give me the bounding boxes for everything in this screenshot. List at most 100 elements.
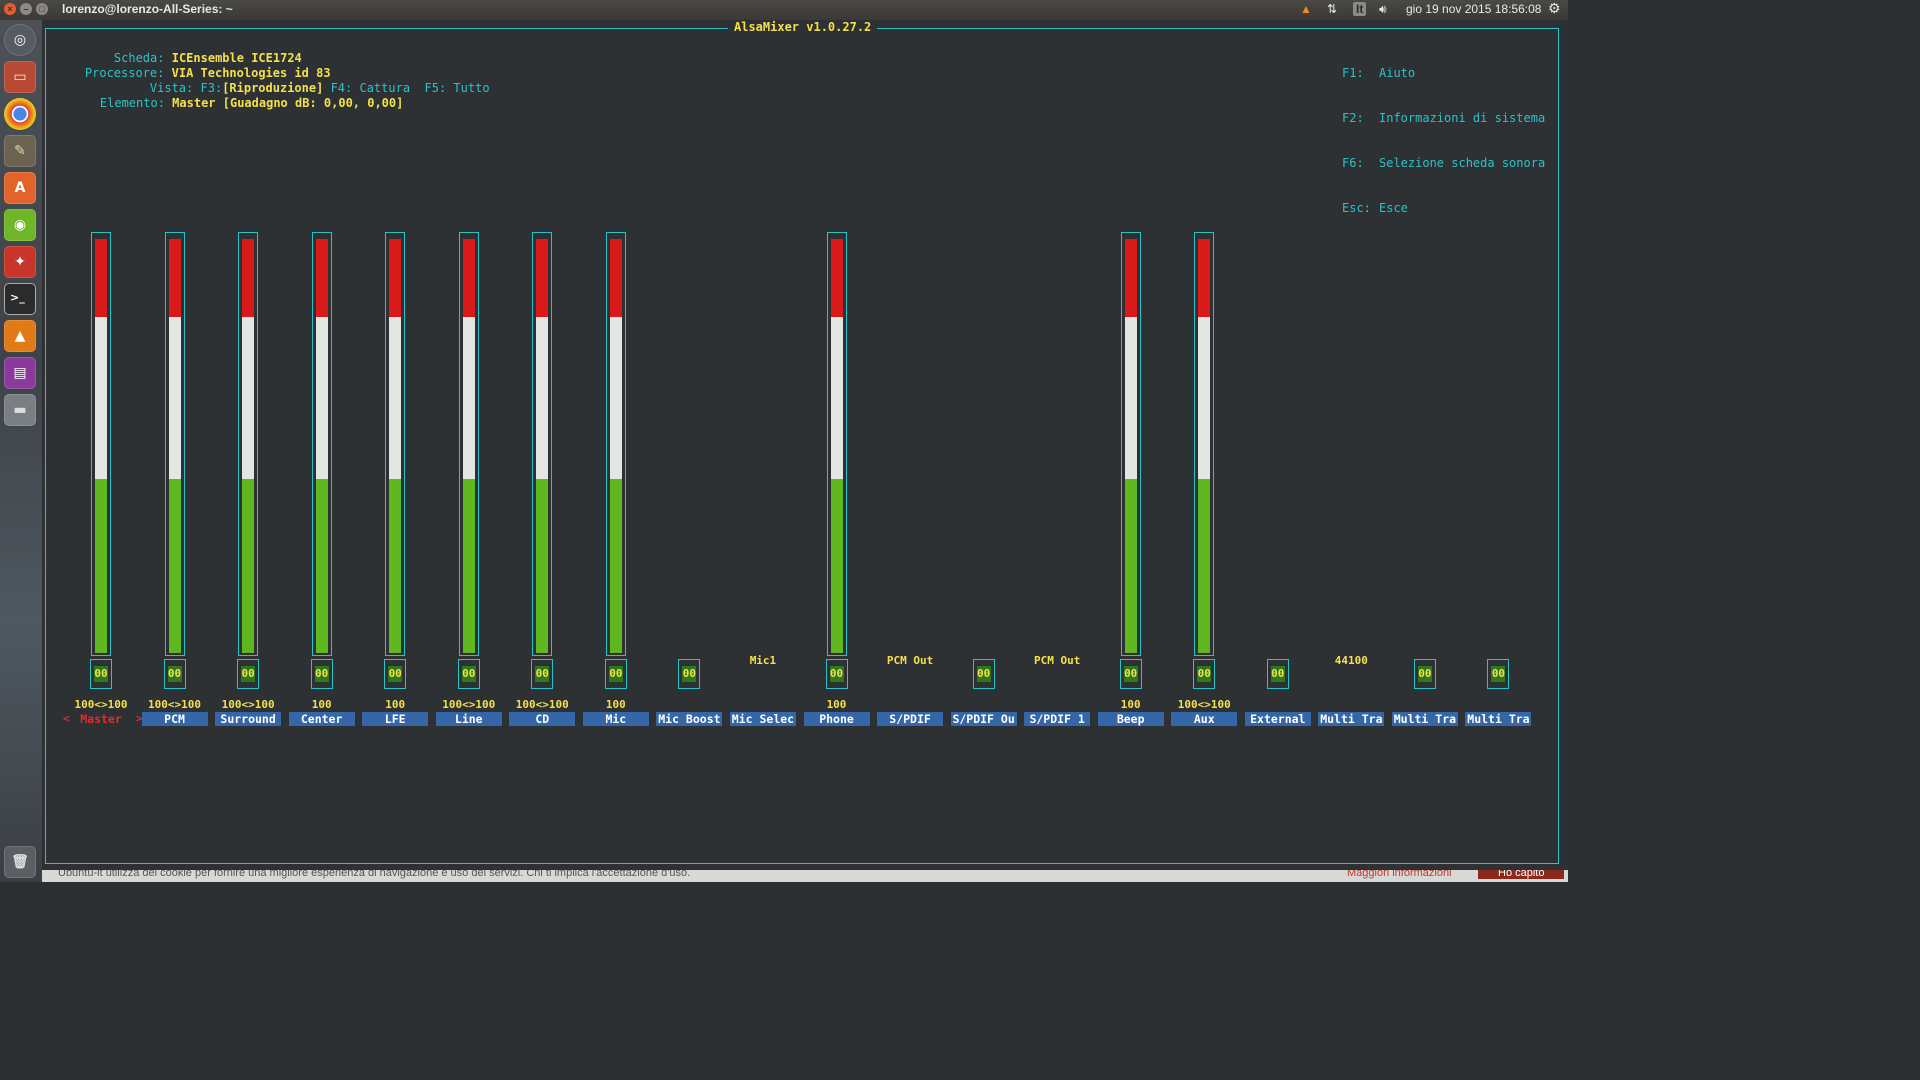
close-window-button[interactable]: × — [4, 3, 16, 15]
chrome-icon[interactable] — [4, 98, 36, 130]
mute-toggle[interactable]: 00 — [531, 659, 554, 689]
channel-name[interactable]: Beep — [1097, 712, 1164, 726]
trash-icon[interactable]: 🗑︎ — [4, 846, 36, 878]
channel-name[interactable]: External — [1244, 712, 1311, 726]
volume-fader[interactable] — [458, 232, 479, 656]
channel-name[interactable]: Center — [288, 712, 355, 726]
volume-fader[interactable] — [164, 232, 185, 656]
help-item: F2: Informazioni di sistema — [1342, 111, 1546, 125]
mute-toggle[interactable]: 00 — [1119, 659, 1142, 689]
channel-name[interactable]: Line — [435, 712, 502, 726]
volume-fader[interactable] — [1120, 232, 1141, 656]
mute-toggle[interactable]: 00 — [972, 659, 995, 689]
enum-value[interactable]: PCM Out — [1033, 654, 1081, 667]
channel-name[interactable]: CD — [509, 712, 576, 726]
channel-name[interactable]: S/PDIF 1 — [1024, 712, 1091, 726]
files-icon[interactable]: ▭ — [4, 61, 36, 93]
enum-value[interactable]: 44100 — [1334, 654, 1368, 667]
volume-fader[interactable] — [238, 232, 259, 656]
enum-value[interactable]: PCM Out — [886, 654, 934, 667]
mute-state: 00 — [314, 666, 329, 682]
volume-fader[interactable] — [605, 232, 626, 656]
volume-fader[interactable] — [532, 232, 553, 656]
mute-toggle[interactable]: 00 — [384, 659, 407, 689]
mute-toggle[interactable]: 00 — [90, 659, 112, 689]
vlc-tray-icon[interactable]: ▲ — [1300, 2, 1312, 16]
minimize-window-button[interactable]: – — [20, 3, 32, 15]
channel-name[interactable]: S/PDIF — [877, 712, 944, 726]
dash-icon[interactable]: ◎ — [4, 24, 36, 56]
chip-value: VIA Technologies id 83 — [171, 66, 331, 80]
volume-icon[interactable]: 🔊︎ — [1379, 2, 1387, 16]
mute-toggle[interactable]: 00 — [1193, 659, 1216, 689]
channel-name[interactable]: Multi Tra — [1391, 712, 1458, 726]
view-capture[interactable]: F4: Cattura — [330, 81, 411, 95]
maximize-window-button[interactable]: □ — [36, 3, 48, 15]
app-title: AlsaMixer v1.0.27.2 — [728, 20, 878, 34]
channel-name[interactable]: LFE — [362, 712, 429, 726]
gear-icon[interactable]: ⚙ — [1548, 0, 1561, 16]
mute-toggle[interactable]: 00 — [310, 659, 333, 689]
enum-value[interactable]: Mic1 — [749, 654, 777, 667]
mute-toggle[interactable]: 00 — [825, 659, 848, 689]
drive-icon[interactable]: ▬ — [4, 394, 36, 426]
keyboard-layout-indicator[interactable]: It — [1353, 2, 1367, 16]
volume-value: 100<>100 — [1177, 698, 1231, 711]
channel-name[interactable]: PCM — [141, 712, 208, 726]
volume-meter-fill — [242, 239, 255, 653]
volume-value: 100<>100 — [74, 698, 128, 711]
mute-toggle[interactable]: 00 — [237, 659, 260, 689]
top-panel: × – □ lorenzo@lorenzo-All-Series: ~ ▲ ⇅ … — [0, 0, 1568, 20]
more-info-link[interactable]: Maggiori informazioni — [1347, 870, 1452, 879]
mute-toggle[interactable]: 00 — [1487, 659, 1510, 689]
channel-name[interactable]: S/PDIF Ou — [950, 712, 1017, 726]
system-settings-icon[interactable]: ✦ — [4, 246, 36, 278]
mute-toggle[interactable]: 00 — [678, 659, 701, 689]
nvidia-icon[interactable]: ◉ — [4, 209, 36, 241]
volume-fader[interactable] — [311, 232, 332, 656]
clock[interactable]: gio 19 nov 2015 18:56:08 — [1406, 2, 1542, 16]
channel-name[interactable]: Multi Tra — [1465, 712, 1532, 726]
mute-state: 00 — [1417, 666, 1432, 682]
view-all[interactable]: F5: Tutto — [424, 81, 490, 95]
help-item: F6: Selezione scheda sonora — [1342, 156, 1546, 170]
terminal-icon[interactable]: >_ — [4, 283, 36, 315]
volume-value: 100<>100 — [442, 698, 496, 711]
volume-fader[interactable] — [385, 232, 406, 656]
channel-name[interactable]: Aux — [1171, 712, 1238, 726]
volume-value: 100 — [385, 698, 406, 711]
mute-state: 00 — [829, 666, 844, 682]
mute-toggle[interactable]: 00 — [604, 659, 627, 689]
background-window-strip: Ubuntu-it utilizza dei cookie per fornir… — [42, 870, 1568, 882]
accept-button[interactable]: Ho capito — [1478, 870, 1565, 879]
channel-name[interactable]: Phone — [803, 712, 870, 726]
channel-name[interactable]: Mic Selec — [729, 712, 796, 726]
mute-toggle[interactable]: 00 — [1413, 659, 1436, 689]
channel-name[interactable]: Multi Tra — [1318, 712, 1385, 726]
volume-meter-fill — [830, 239, 843, 653]
channel-name[interactable]: Master — [80, 712, 122, 726]
volume-meter-fill — [315, 239, 328, 653]
mute-toggle[interactable]: 00 — [1266, 659, 1289, 689]
software-center-icon[interactable]: A — [4, 172, 36, 204]
mute-state: 00 — [1491, 666, 1506, 682]
mute-state: 00 — [608, 666, 623, 682]
mute-state: 00 — [682, 666, 697, 682]
volume-meter-fill — [1198, 239, 1211, 653]
volume-fader[interactable] — [91, 232, 111, 656]
vlc-icon[interactable]: ▲ — [4, 320, 36, 352]
view-playback[interactable]: [Riproduzione] — [222, 81, 324, 95]
mute-toggle[interactable]: 00 — [457, 659, 480, 689]
channel-name[interactable]: Surround — [215, 712, 282, 726]
network-icon[interactable]: ⇅ — [1327, 2, 1338, 16]
channel-name[interactable]: Mic — [582, 712, 649, 726]
volume-value: 100<>100 — [515, 698, 569, 711]
terminal-window[interactable]: AlsaMixer v1.0.27.2 Scheda: ICEnsemble I… — [42, 20, 1568, 870]
gimp-icon[interactable]: ✎ — [4, 135, 36, 167]
volume-fader[interactable] — [1194, 232, 1215, 656]
channel-name[interactable]: Mic Boost — [656, 712, 723, 726]
help-item: F1: Aiuto — [1342, 66, 1416, 80]
volume-fader[interactable] — [826, 232, 847, 656]
workspace-switcher-icon[interactable]: ▤ — [4, 357, 36, 389]
mute-toggle[interactable]: 00 — [163, 659, 186, 689]
